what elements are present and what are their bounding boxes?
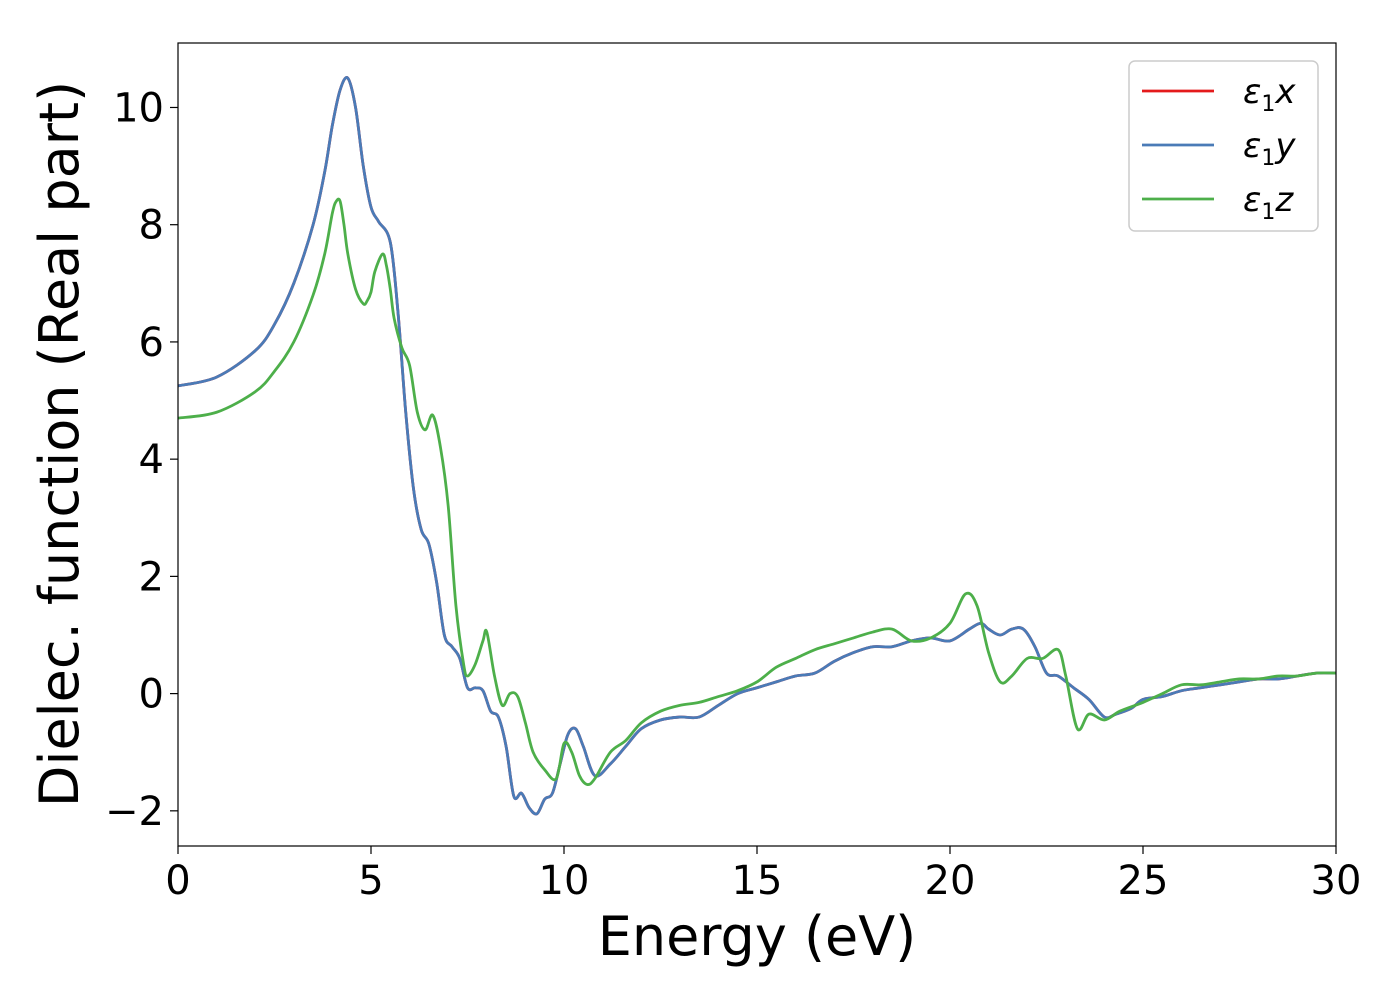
y-tick-label: −2 (105, 789, 164, 835)
y-tick-label: 6 (139, 320, 164, 366)
x-tick-label: 10 (539, 858, 590, 904)
y-axis-title: Dielec. function (Real part) (28, 81, 91, 807)
legend-label-e1y: ε1y (1243, 126, 1296, 171)
x-tick-label: 5 (358, 858, 383, 904)
y-tick-label: 4 (139, 437, 164, 483)
x-axis-title: Energy (eV) (598, 905, 917, 968)
y-tick-label: 10 (113, 85, 164, 131)
y-tick-label: 2 (139, 554, 164, 600)
y-tick-label: 0 (139, 672, 164, 718)
legend: ε1x ε1y ε1z (1128, 60, 1319, 232)
y-tick-label: 8 (139, 203, 164, 249)
legend-box (1128, 60, 1319, 232)
x-tick-label: 15 (732, 858, 783, 904)
legend-label-e1z: ε1z (1243, 180, 1294, 225)
series-line-e1y (178, 76, 1336, 816)
series-line-e1z (178, 197, 1336, 786)
y-axis: −2 0 2 4 6 8 10 (105, 85, 178, 835)
x-tick-label: 30 (1311, 858, 1362, 904)
x-tick-label: 0 (165, 858, 190, 904)
x-tick-label: 20 (925, 858, 976, 904)
legend-label-e1x: ε1x (1243, 72, 1296, 117)
x-tick-label: 25 (1118, 858, 1169, 904)
x-axis: 0 5 10 15 20 25 30 (165, 846, 1361, 904)
series-layer (178, 76, 1336, 816)
